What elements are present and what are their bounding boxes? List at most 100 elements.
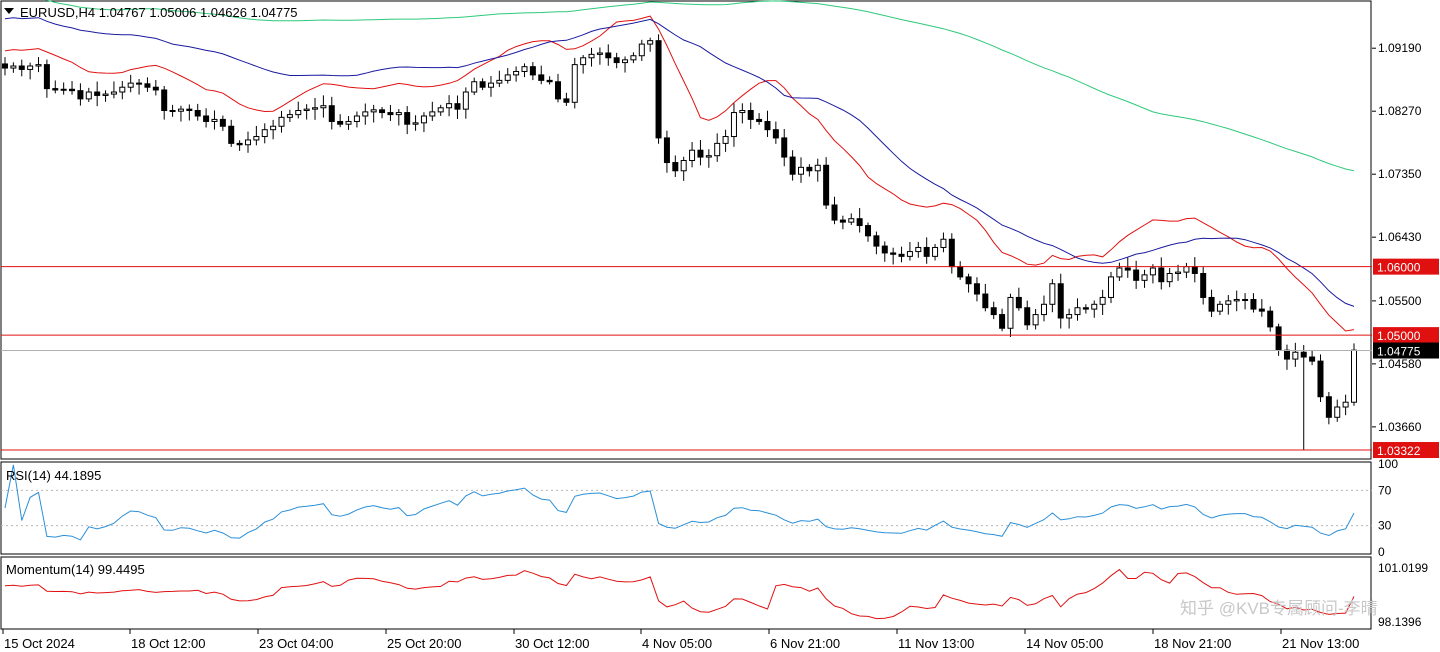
candle <box>613 52 620 69</box>
candle-body-up <box>848 218 855 223</box>
candle-body-down <box>1057 283 1064 319</box>
collapse-triangle-icon[interactable] <box>4 8 14 14</box>
candle <box>672 155 679 177</box>
candle <box>487 75 494 97</box>
price-panel[interactable]: 1.09190 1.08270 1.07350 1.06430 1.05500 1.045… <box>0 0 1439 460</box>
candle-body-down <box>890 252 897 255</box>
candle-body-up <box>580 57 587 66</box>
candle-body-up <box>303 108 310 112</box>
candle <box>303 104 310 120</box>
candle-body-up <box>622 59 629 64</box>
rsi-tick-label: 70 <box>1378 483 1392 497</box>
time-axis: 15 Oct 2024 18 Oct 12:00 23 Oct 04:00 25 Oc… <box>2 629 1359 651</box>
candle-body-up <box>1225 300 1232 305</box>
candle-body-up <box>27 65 34 70</box>
candle <box>538 65 545 85</box>
candle-body-up <box>504 74 511 81</box>
candle-body-down <box>1191 266 1198 274</box>
candle <box>479 78 486 91</box>
candle-body-up <box>102 93 109 96</box>
candle-body-down <box>152 86 159 91</box>
rsi-panel[interactable]: 100 70 30 0 RSI(14) 44.1895 <box>0 457 1398 559</box>
candle-body-up <box>253 136 260 141</box>
candle-body-up <box>1292 351 1299 360</box>
time-tick-label: 6 Nov 21:00 <box>770 636 840 651</box>
horizontal-levels[interactable]: 1.06000 1.05000 1.03322 1.04775 <box>1 258 1439 459</box>
candle <box>429 101 436 121</box>
candle-body-down <box>404 112 411 125</box>
candle-body-up <box>714 142 721 157</box>
candle-body-down <box>77 90 84 100</box>
candle-body-down <box>605 52 612 59</box>
candle <box>1200 266 1207 305</box>
candle-body-up <box>270 125 277 131</box>
price-tick-label: 1.08270 <box>1378 104 1422 118</box>
candle <box>1166 268 1173 288</box>
candle <box>161 85 168 120</box>
candle <box>1158 257 1165 290</box>
candle <box>1091 300 1098 318</box>
candle-body-up <box>312 107 319 110</box>
candle-body-down <box>236 142 243 146</box>
candle-body-down <box>973 283 980 295</box>
candle <box>27 62 34 80</box>
price-tick-label: 1.05500 <box>1378 294 1422 308</box>
candle-body-down <box>663 137 670 164</box>
candle <box>10 62 17 73</box>
candle-body-up <box>420 115 427 124</box>
rsi-polyline <box>4 464 1355 541</box>
candle-body-down <box>982 293 989 309</box>
momentum-panel[interactable]: 101.0199 98.1396 Momentum(14) 99.4495 <box>0 556 1428 630</box>
candle-body-up <box>1049 283 1056 305</box>
candle <box>1242 293 1249 310</box>
candle <box>236 140 243 151</box>
candle <box>1108 271 1115 304</box>
candle-body-up <box>722 136 729 144</box>
candle <box>588 47 595 67</box>
candle-body-down <box>1325 396 1332 418</box>
candle-body-down <box>764 120 771 131</box>
candle-body-down <box>1267 310 1274 328</box>
candle-body-up <box>10 65 17 69</box>
candle <box>605 44 612 66</box>
candle-body-up <box>647 40 654 45</box>
candle <box>337 114 344 128</box>
candle-body-down <box>546 79 553 83</box>
candle <box>1225 295 1232 315</box>
candle-body-down <box>18 65 25 70</box>
candle <box>856 208 863 233</box>
candle <box>680 156 687 181</box>
level-label-box <box>1373 442 1439 459</box>
candle <box>1133 260 1140 289</box>
candle-body-up <box>1116 267 1123 278</box>
candle <box>915 241 922 258</box>
price-tick-label: 1.04580 <box>1378 357 1422 371</box>
last-price-label: 1.04775 <box>1377 345 1421 359</box>
candle-body-down <box>999 314 1006 329</box>
candle-body-down <box>479 81 486 88</box>
candle <box>789 150 796 181</box>
candle <box>496 70 503 88</box>
candle <box>404 106 411 135</box>
candle-body-up <box>705 155 712 158</box>
candle-body-up <box>689 149 696 161</box>
candle <box>563 92 570 106</box>
candle <box>261 123 268 144</box>
candle-body-up <box>1183 266 1190 273</box>
candle <box>663 130 670 173</box>
candle-body-up <box>1108 276 1115 298</box>
candle-body-up <box>1149 267 1156 276</box>
candle-body-down <box>136 82 143 85</box>
candle <box>1267 306 1274 332</box>
candle <box>211 110 218 130</box>
candle-body-down <box>328 105 335 122</box>
candle <box>1342 394 1349 416</box>
candle-body-up <box>1216 303 1223 312</box>
candle-body-down <box>555 81 562 100</box>
candle <box>446 95 453 117</box>
candle-body-up <box>1091 303 1098 310</box>
candle-body-up <box>797 166 804 175</box>
candle-body-up <box>630 55 637 61</box>
candle <box>454 95 461 120</box>
candle-body-down <box>881 245 888 254</box>
